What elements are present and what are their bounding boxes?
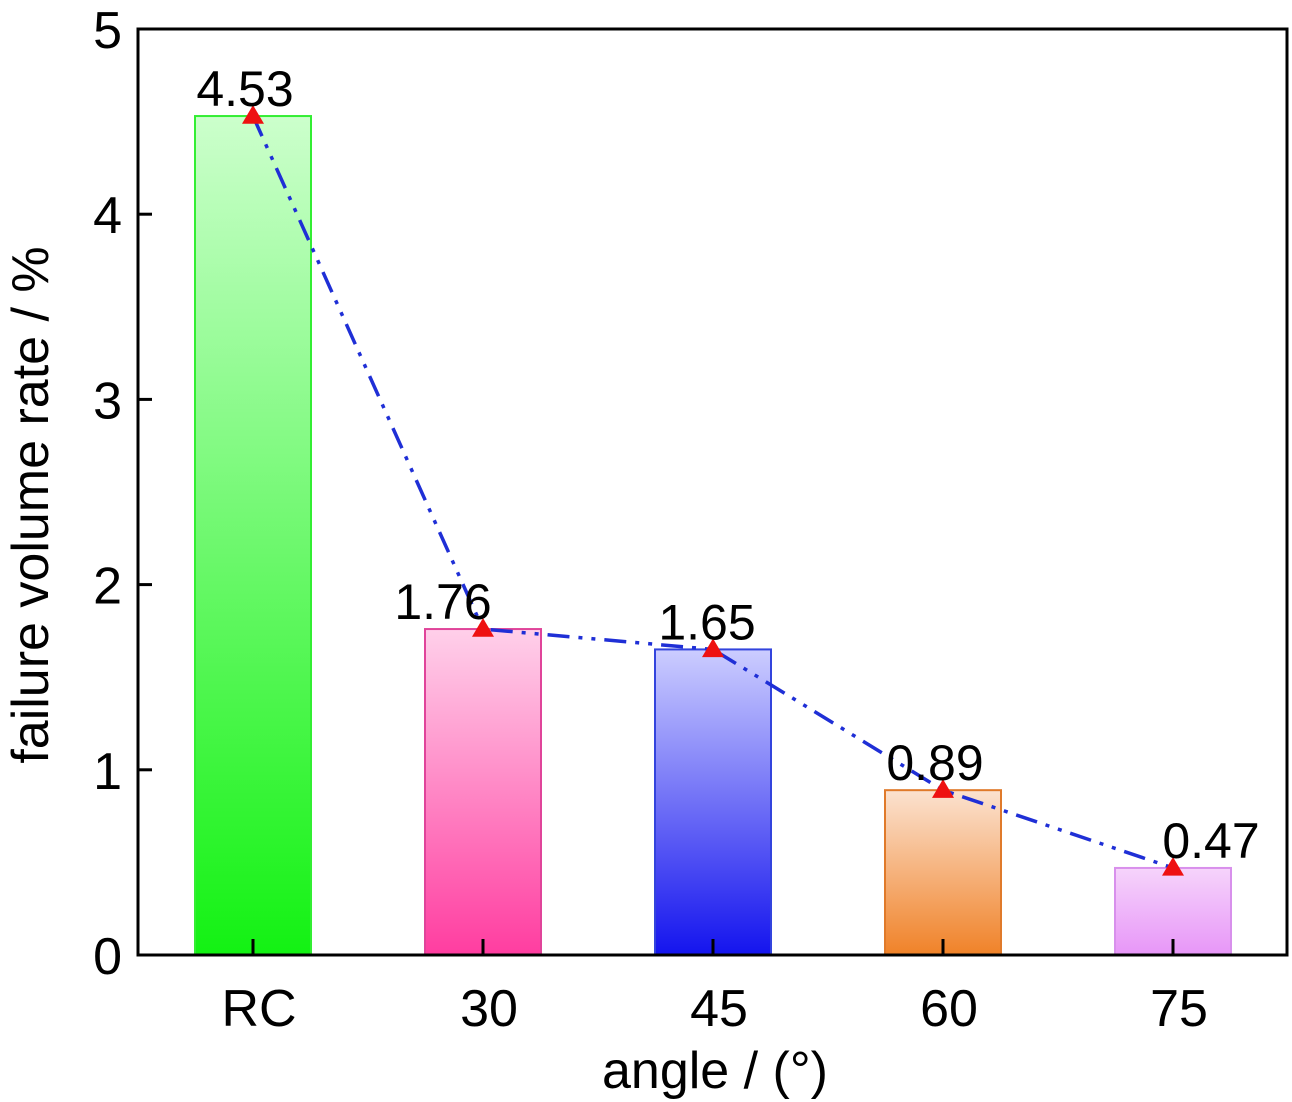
value-label-45: 1.65 xyxy=(658,594,755,650)
y-tick-label: 4 xyxy=(93,187,122,245)
trend-line-layer xyxy=(242,105,1184,876)
x-tick-label: RC xyxy=(221,980,296,1038)
trend-line xyxy=(251,115,1174,870)
plot-frame xyxy=(136,27,1289,957)
marker-30 xyxy=(472,618,494,637)
x-tick-label: 30 xyxy=(460,980,518,1038)
y-tick-label: 5 xyxy=(93,2,122,60)
value-label-30: 1.76 xyxy=(394,574,491,630)
y-axis-title: failure volume rate / % xyxy=(2,246,60,763)
marker-RC xyxy=(242,105,264,124)
value-label-60: 0.89 xyxy=(886,735,983,791)
marker-60 xyxy=(932,779,954,798)
y-tick-label: 0 xyxy=(93,928,122,986)
bars-layer xyxy=(194,115,1232,956)
bar-45 xyxy=(654,648,772,956)
x-tick-label: 60 xyxy=(920,980,978,1038)
x-axis-title: angle / (°) xyxy=(602,1042,828,1100)
bar-RC xyxy=(194,115,312,956)
x-tick-label: 75 xyxy=(1150,980,1208,1038)
value-label-75: 0.47 xyxy=(1162,813,1259,869)
y-tick-label: 3 xyxy=(93,372,122,430)
marker-45 xyxy=(702,638,724,658)
marker-75 xyxy=(1162,856,1184,876)
bar-30 xyxy=(424,628,542,956)
value-label-RC: 4.53 xyxy=(196,61,293,117)
x-tick-label: 45 xyxy=(690,980,748,1038)
y-tick-label: 1 xyxy=(93,743,122,801)
y-tick-label: 2 xyxy=(93,558,122,616)
bar-60 xyxy=(884,789,1002,956)
